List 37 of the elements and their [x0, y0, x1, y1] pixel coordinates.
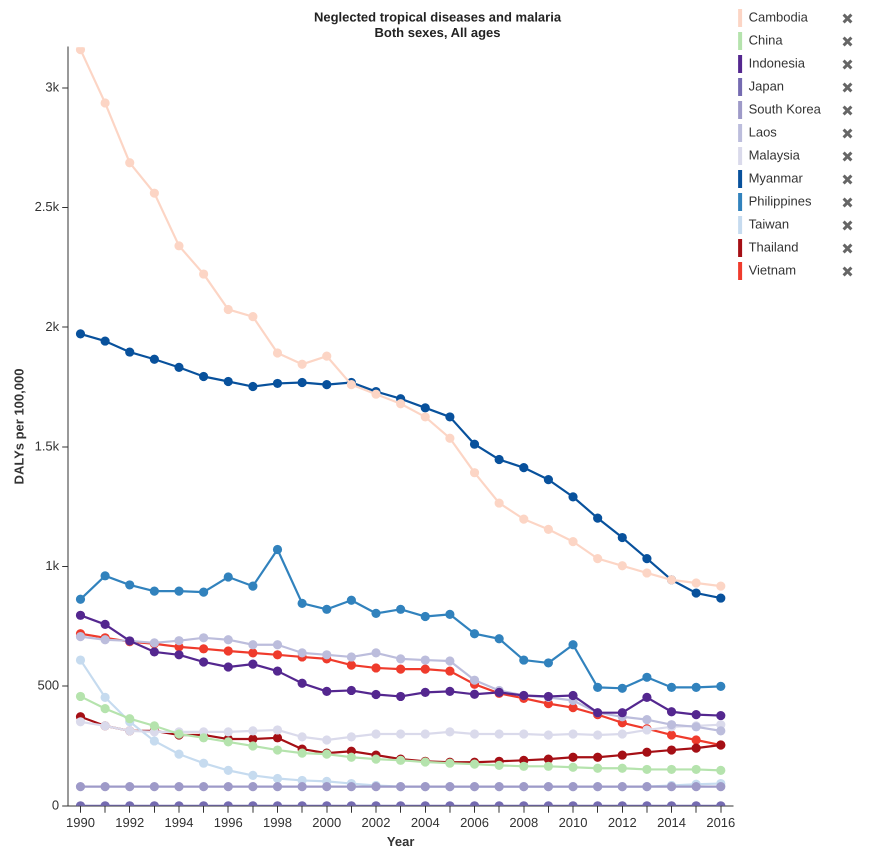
x-tick-label: 1998 [263, 815, 292, 830]
legend-label: Indonesia [748, 56, 842, 71]
x-axis-title: Year [386, 834, 414, 849]
chart-title: Neglected tropical diseases and malaria [314, 9, 562, 24]
legend-label: Philippines [748, 194, 848, 209]
x-tick-label: 2002 [362, 815, 390, 830]
legend-label: Myanmar [748, 170, 839, 186]
legend-label: Vietnam [748, 262, 832, 278]
x-tick-label: 2016 [706, 815, 736, 830]
x-tick-label: 2014 [657, 815, 686, 830]
legend-label: Taiwan [748, 216, 826, 232]
x-tick-label: 2012 [608, 815, 637, 830]
y-tick-label: 1k [45, 558, 60, 574]
legend-label: Laos [748, 124, 813, 140]
x-tick-label: 1996 [214, 815, 243, 830]
legend-label: Cambodia [748, 10, 844, 25]
y-tick-label: 500 [37, 678, 60, 693]
y-tick-label: 1.5k [34, 438, 60, 454]
chart-subtitle: Both sexes, All ages [374, 24, 500, 40]
x-tick-label: 1994 [164, 815, 194, 830]
legend-label: Japan [748, 78, 820, 94]
x-tick-label: 1990 [66, 815, 95, 830]
legend-label: South Korea [748, 102, 858, 117]
legend-label: Thailand [748, 240, 835, 255]
x-tick-label: 2006 [460, 815, 489, 830]
y-tick-label: 2.5k [34, 199, 60, 214]
x-tick-label: 2010 [558, 815, 588, 830]
y-tick-label: 2k [45, 318, 60, 334]
x-tick-label: 2000 [312, 815, 342, 830]
legend-label: China [748, 32, 819, 48]
y-tick-label: 3k [45, 79, 60, 94]
y-axis-title: DALYs per 100,000 [11, 368, 26, 484]
y-tick-label: 0 [52, 797, 60, 812]
x-tick-label: 2004 [410, 815, 440, 830]
x-tick-label: 1992 [115, 815, 144, 830]
x-tick-label: 2008 [509, 815, 538, 830]
legend-label: Malaysia [748, 148, 836, 163]
